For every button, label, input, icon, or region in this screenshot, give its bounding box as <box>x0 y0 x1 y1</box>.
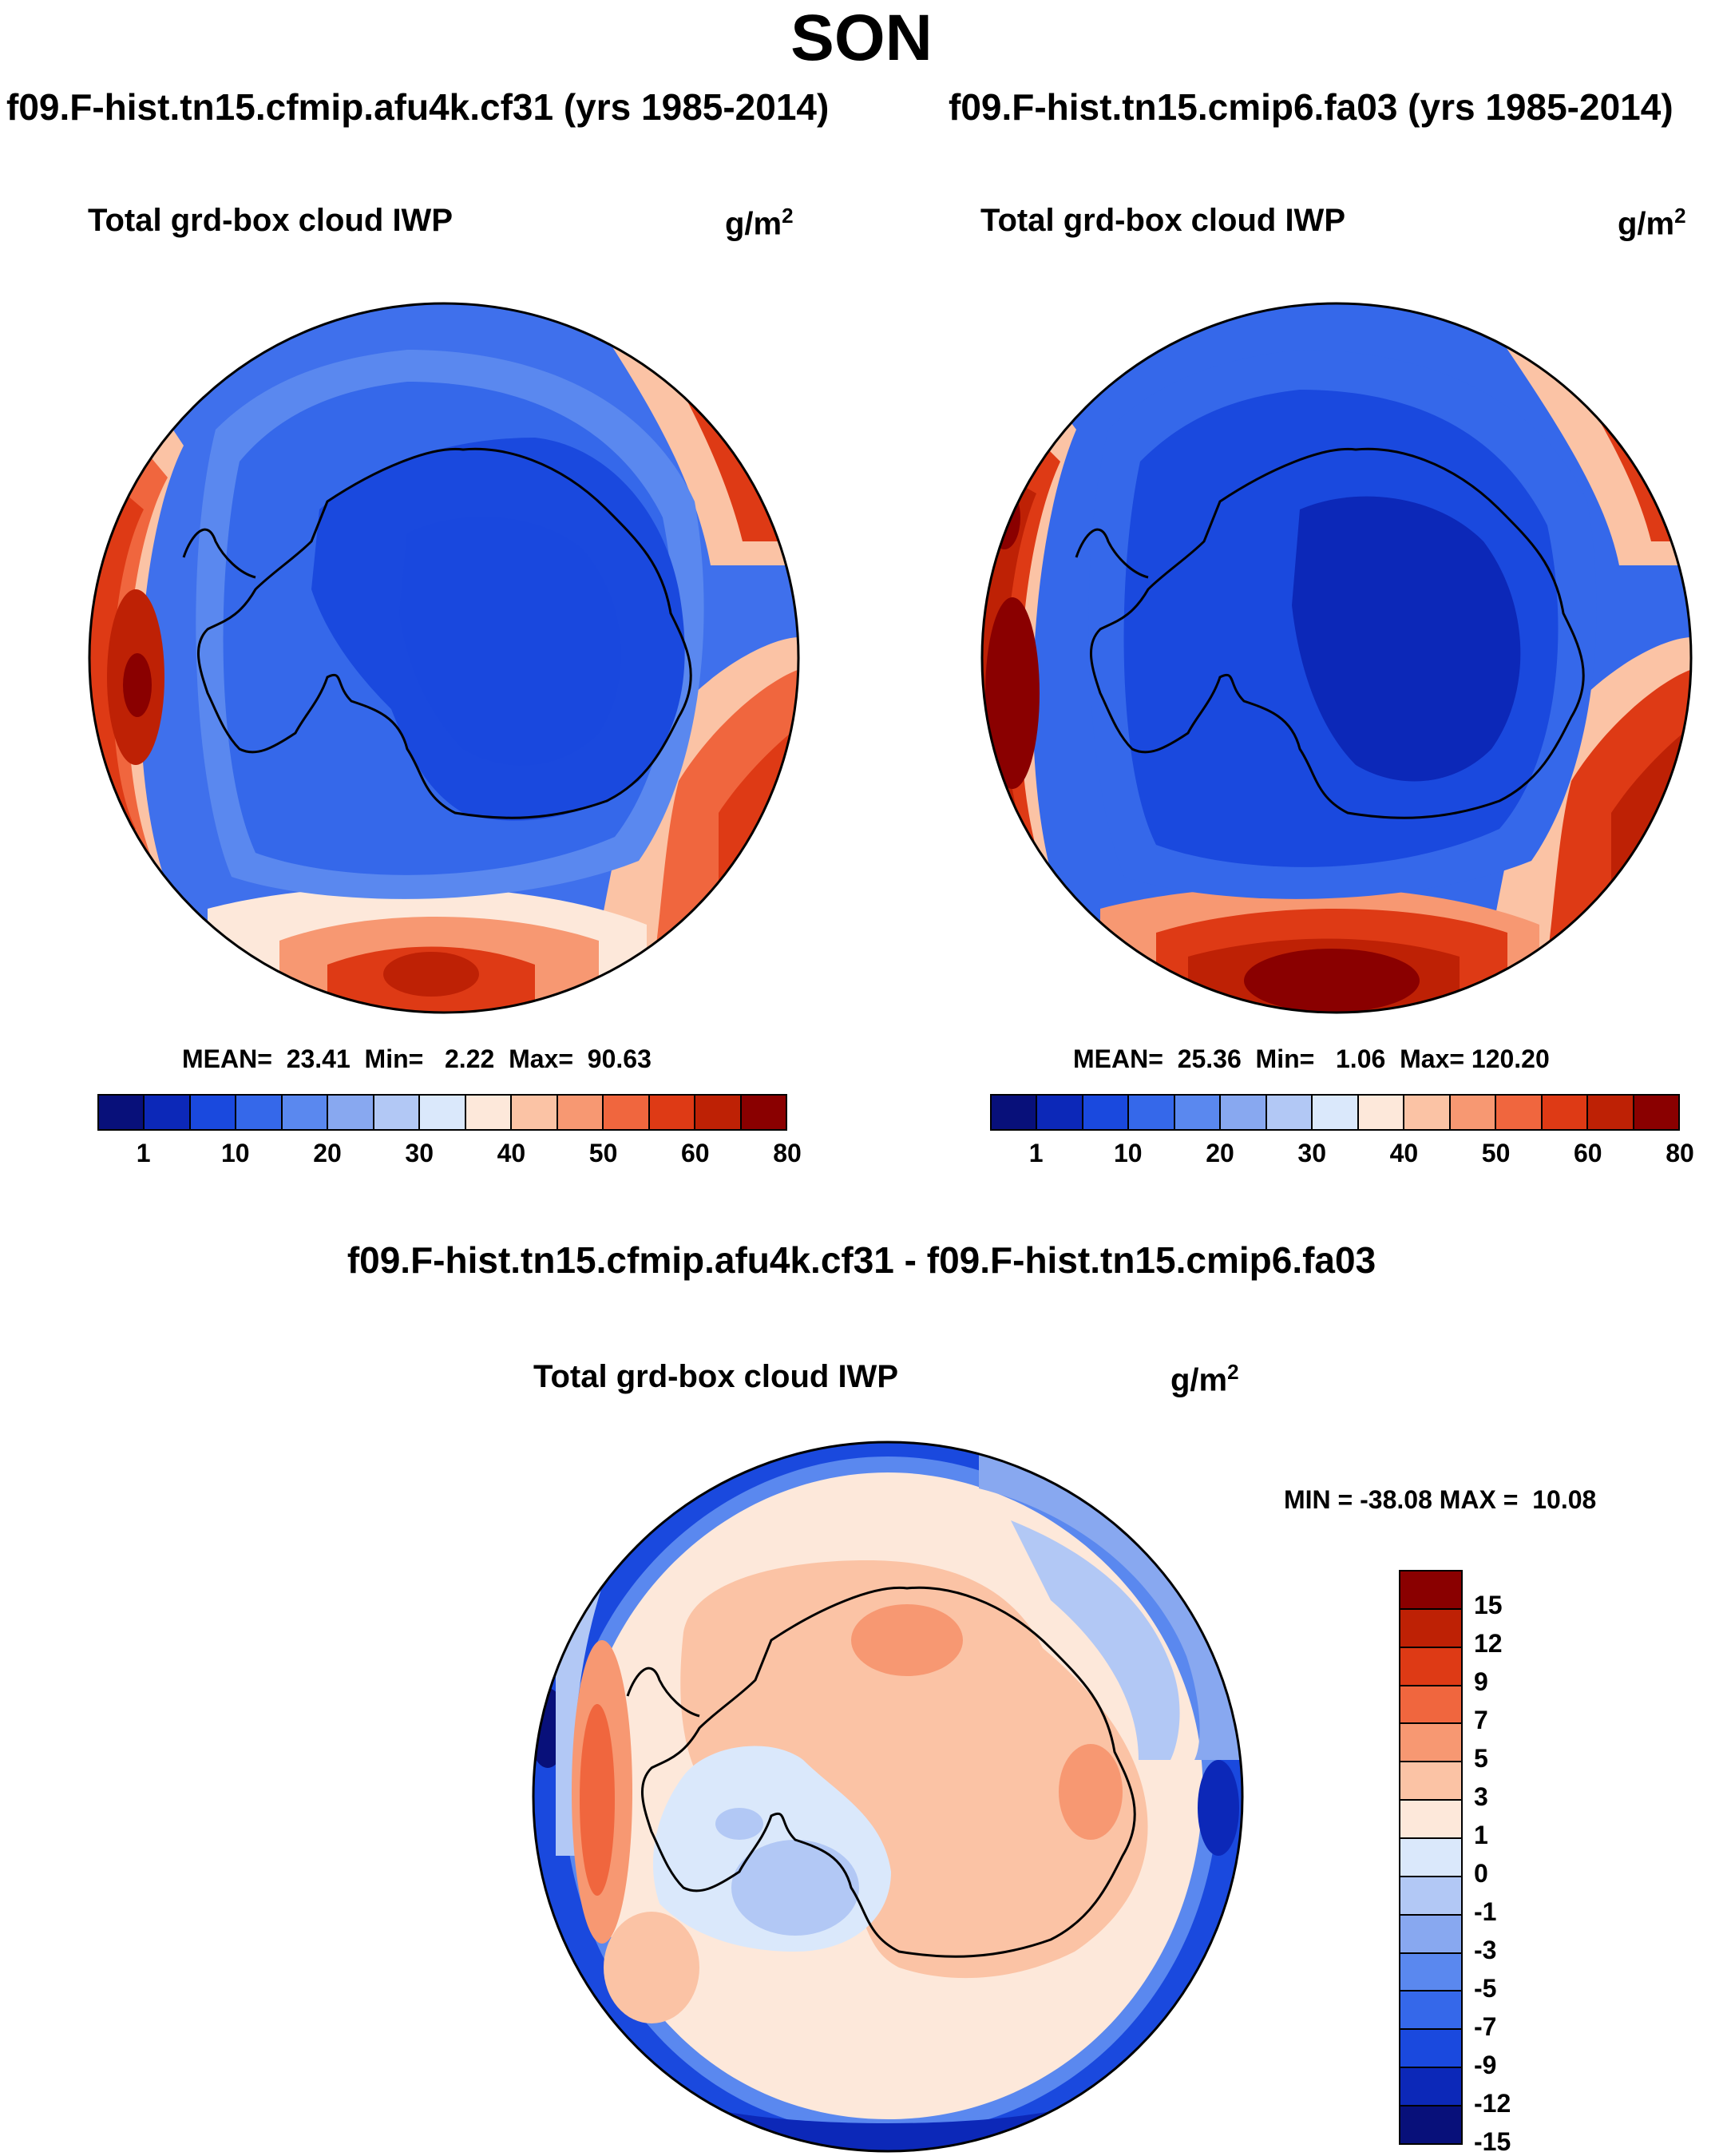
colorbar-tick-label: -9 <box>1474 2051 1497 2079</box>
colorbar-tick-label: -5 <box>1474 1974 1497 2003</box>
colorbar-box <box>1400 1571 1461 1610</box>
diff-variable-name: Total grd-box cloud IWP <box>533 1359 898 1394</box>
left-variable-name: Total grd-box cloud IWP <box>88 203 453 238</box>
colorbar-tick-label: -3 <box>1474 1936 1497 1964</box>
colorbar-tick-label: 50 <box>1481 1139 1511 1167</box>
colorbar-box <box>1129 1096 1175 1129</box>
colorbar-box <box>1400 1686 1461 1725</box>
colorbar-tick-label: 40 <box>1389 1139 1419 1167</box>
colorbar-box <box>1266 1096 1313 1129</box>
colorbar-box <box>557 1096 604 1129</box>
colorbar-box <box>1221 1096 1267 1129</box>
colorbar-box <box>604 1096 650 1129</box>
colorbar-tick-label: 40 <box>497 1139 526 1167</box>
right-stats: MEAN= 25.36 Min= 1.06 Max= 120.20 <box>1073 1044 1550 1073</box>
colorbar-tick-label: 7 <box>1474 1706 1488 1734</box>
colorbar-box <box>1174 1096 1222 1129</box>
colorbar-box <box>420 1096 466 1129</box>
colorbar-box <box>1400 1801 1461 1840</box>
colorbar-tick-label: 0 <box>1474 1859 1488 1888</box>
colorbar-tick-label: -1 <box>1474 1897 1497 1926</box>
right-colorbar <box>990 1094 1680 1131</box>
colorbar-box <box>1400 1915 1461 1954</box>
colorbar-tick-label: 10 <box>1114 1139 1143 1167</box>
colorbar-box <box>465 1096 513 1129</box>
colorbar-tick-label: 1 <box>1028 1139 1044 1167</box>
colorbar-box <box>649 1096 696 1129</box>
colorbar-tick-label: 50 <box>588 1139 618 1167</box>
right-units: g/m2 <box>1618 204 1686 242</box>
colorbar-box <box>282 1096 329 1129</box>
colorbar-box <box>1496 1096 1543 1129</box>
colorbar-box <box>190 1096 237 1129</box>
figure-title: SON <box>790 2 933 74</box>
colorbar-tick-label: 30 <box>405 1139 434 1167</box>
colorbar-tick-label: 80 <box>773 1139 802 1167</box>
colorbar-box <box>1400 1762 1461 1801</box>
colorbar-tick-label: -7 <box>1474 2012 1497 2041</box>
colorbar-box <box>1400 2068 1461 2107</box>
colorbar-tick-label: 15 <box>1474 1591 1503 1619</box>
diff-title: f09.F-hist.tn15.cfmip.afu4k.cf31 - f09.F… <box>347 1239 1376 1281</box>
colorbar-box <box>741 1096 786 1129</box>
colorbar-tick-label: 60 <box>681 1139 710 1167</box>
diff-colorbar <box>1399 1570 1463 2145</box>
colorbar-box <box>1400 2030 1461 2069</box>
colorbar-box <box>236 1096 283 1129</box>
colorbar-tick-label: 3 <box>1474 1782 1488 1811</box>
colorbar-tick-label: 60 <box>1574 1139 1602 1167</box>
colorbar-box <box>328 1096 374 1129</box>
colorbar-box <box>1400 1609 1461 1648</box>
colorbar-tick-label: 30 <box>1297 1139 1326 1167</box>
colorbar-box <box>1542 1096 1589 1129</box>
colorbar-box <box>99 1096 145 1129</box>
right-case-title: f09.F-hist.tn15.cmip6.fa03 (yrs 1985-201… <box>949 86 1673 128</box>
colorbar-tick-label: 9 <box>1474 1667 1488 1696</box>
colorbar-box <box>1400 1953 1461 1992</box>
colorbar-box <box>1634 1096 1679 1129</box>
left-colorbar <box>97 1094 787 1131</box>
diff-units: g/m2 <box>1170 1360 1239 1398</box>
colorbar-tick-label: -12 <box>1474 2089 1511 2118</box>
left-units: g/m2 <box>725 204 794 242</box>
colorbar-box <box>1404 1096 1451 1129</box>
colorbar-tick-label: 12 <box>1474 1629 1503 1658</box>
colorbar-tick-label: 20 <box>313 1139 342 1167</box>
colorbar-tick-label: -15 <box>1474 2127 1511 2156</box>
colorbar-box <box>1588 1096 1634 1129</box>
colorbar-box <box>1358 1096 1405 1129</box>
colorbar-box <box>374 1096 421 1129</box>
colorbar-box <box>1083 1096 1130 1129</box>
colorbar-box <box>1037 1096 1083 1129</box>
colorbar-box <box>1450 1096 1497 1129</box>
right-variable-name: Total grd-box cloud IWP <box>980 203 1345 238</box>
colorbar-box <box>1400 2106 1461 2143</box>
colorbar-tick-label: 1 <box>136 1139 151 1167</box>
right-polar-map <box>980 302 1693 1014</box>
colorbar-tick-label: 1 <box>1474 1821 1488 1849</box>
colorbar-tick-label: 80 <box>1666 1139 1694 1167</box>
colorbar-box <box>512 1096 558 1129</box>
colorbar-box <box>1313 1096 1359 1129</box>
colorbar-box <box>145 1096 191 1129</box>
diff-polar-map <box>532 1441 1244 2153</box>
colorbar-tick-label: 10 <box>221 1139 250 1167</box>
colorbar-box <box>1400 1647 1461 1686</box>
left-polar-map <box>88 302 800 1014</box>
colorbar-tick-label: 20 <box>1206 1139 1234 1167</box>
left-case-title: f09.F-hist.tn15.cfmip.afu4k.cf31 (yrs 19… <box>6 86 830 128</box>
left-stats: MEAN= 23.41 Min= 2.22 Max= 90.63 <box>182 1044 652 1073</box>
colorbar-box <box>695 1096 742 1129</box>
colorbar-box <box>1400 1992 1461 2031</box>
colorbar-tick-label: 5 <box>1474 1744 1488 1773</box>
colorbar-box <box>992 1096 1038 1129</box>
diff-stats: MIN = -38.08 MAX = 10.08 <box>1284 1485 1597 1514</box>
colorbar-box <box>1400 1724 1461 1763</box>
colorbar-box <box>1400 1839 1461 1877</box>
colorbar-box <box>1400 1877 1461 1916</box>
